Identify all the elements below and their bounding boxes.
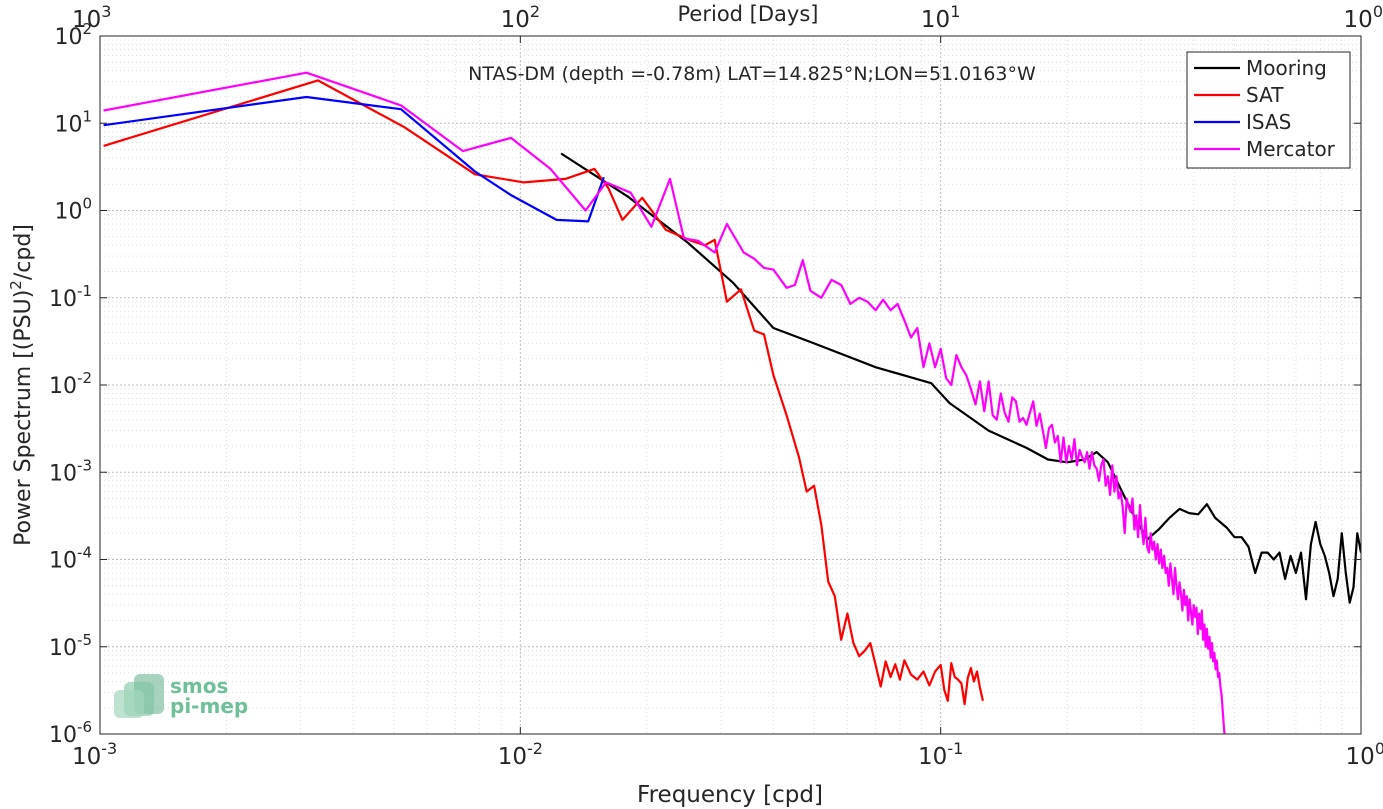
y-tick-label-exp: -3 <box>77 456 92 474</box>
y-tick-label-base: 10 <box>49 549 77 574</box>
x-tick-label-exp: -1 <box>947 739 963 758</box>
legend-label-mooring: Mooring <box>1246 56 1327 80</box>
y-tick-label: 10-5 <box>49 631 92 661</box>
top-tick-label: 103 <box>72 2 111 33</box>
series-layer <box>103 71 1361 734</box>
top-tick-label-base: 10 <box>501 7 530 33</box>
top-tick-label-exp: 1 <box>950 2 960 21</box>
x-tick-label-base: 10 <box>72 744 101 770</box>
series-line-mooring <box>560 152 1361 604</box>
y-tick-label-exp: -2 <box>77 369 92 387</box>
y-tick-label: 101 <box>54 107 92 137</box>
grid <box>100 36 1361 734</box>
top-tick-label: 100 <box>1344 2 1383 33</box>
series-line-sat <box>103 79 984 706</box>
y-tick-label-exp: 0 <box>82 195 92 213</box>
y-tick-label: 10-6 <box>49 718 92 748</box>
y-axis-label-sup: 2 <box>7 280 25 290</box>
y-tick-label-exp: -1 <box>77 282 92 300</box>
logo-text-smos: smos <box>170 674 228 698</box>
y-tick-label-exp: -6 <box>77 718 92 736</box>
top-tick-label-exp: 0 <box>1373 2 1383 21</box>
y-tick-label-base: 10 <box>49 287 77 312</box>
series-line-isas <box>103 95 605 223</box>
logo-mark-icon <box>114 674 164 718</box>
legend-label-isas: ISAS <box>1246 110 1291 134</box>
x-tick-label-base: 10 <box>918 744 947 770</box>
y-tick-label-base: 10 <box>49 636 77 661</box>
x-axis-label: Frequency [cpd] <box>637 782 823 808</box>
y-axis-label-main: Power Spectrum [(PSU) <box>11 290 36 546</box>
y-axis-label-tail: /cpd] <box>11 224 36 280</box>
top-tick-label: 101 <box>921 2 960 33</box>
legend-label-mercator: Mercator <box>1246 137 1336 161</box>
x-tick-label: 10-3 <box>72 739 117 770</box>
y-tick-label-base: 10 <box>54 200 82 225</box>
y-tick-label-base: 10 <box>49 374 77 399</box>
y-tick-label: 10-2 <box>49 369 92 399</box>
y-tick-label-exp: -4 <box>77 544 92 562</box>
legend-label-sat: SAT <box>1246 83 1284 107</box>
top-axis-label: Period [Days] <box>678 2 819 26</box>
y-tick-label: 10-1 <box>49 282 92 312</box>
y-tick-label-base: 10 <box>54 112 82 137</box>
x-tick-label-exp: 0 <box>1375 739 1383 758</box>
y-tick-label: 100 <box>54 195 92 225</box>
smos-pi-mep-logo: smos pi-mep <box>114 674 248 718</box>
x-tick-label-base: 10 <box>498 744 527 770</box>
x-tick-label: 10-1 <box>918 739 963 770</box>
y-tick-label-exp: -5 <box>77 631 92 649</box>
top-tick-label-exp: 2 <box>530 2 540 21</box>
top-tick-label-base: 10 <box>921 7 950 33</box>
y-tick-label-base: 10 <box>54 25 82 50</box>
y-tick-label-exp: 2 <box>82 20 92 38</box>
x-tick-label-base: 10 <box>1346 744 1375 770</box>
top-tick-label: 102 <box>501 2 540 33</box>
x-tick-label-exp: -2 <box>527 739 543 758</box>
top-tick-label-base: 10 <box>1344 7 1373 33</box>
y-axis-label: Power Spectrum [(PSU)2/cpd] <box>7 224 36 546</box>
logo-text-pi-mep: pi-mep <box>170 694 248 718</box>
x-tick-label: 10-2 <box>498 739 543 770</box>
series-line-mercator <box>103 71 1226 734</box>
y-tick-label-base: 10 <box>49 723 77 748</box>
x-tick-label-exp: -3 <box>101 739 117 758</box>
plot-background <box>100 36 1361 734</box>
chart-title: NTAS-DM (depth =-0.78m) LAT=14.825°N;LON… <box>468 63 1036 85</box>
legend: Mooring SAT ISAS Mercator <box>1186 51 1351 169</box>
y-tick-label-exp: 1 <box>82 107 92 125</box>
y-tick-label: 10-3 <box>49 456 92 486</box>
top-tick-label-base: 10 <box>72 7 101 33</box>
top-tick-label-exp: 3 <box>101 2 111 21</box>
y-tick-label-base: 10 <box>49 461 77 486</box>
y-tick-label: 10-4 <box>49 544 92 574</box>
x-tick-label: 100 <box>1346 739 1383 770</box>
y-tick-label: 102 <box>54 20 92 50</box>
